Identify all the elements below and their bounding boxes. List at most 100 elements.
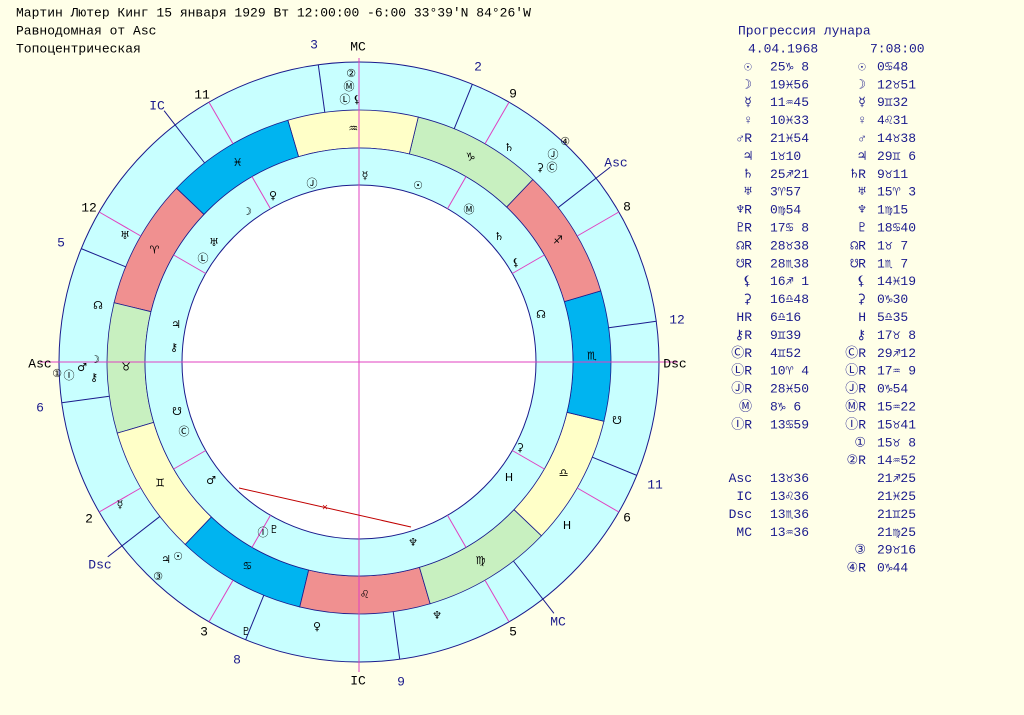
position-value: 29♉16 [877,543,916,558]
position-value: 11♒45 [770,95,809,110]
aspect-mark: × [322,504,328,515]
natal-planet: ⚷ [170,341,178,354]
position-value: 4♊52 [770,346,801,361]
position-value: 21♓25 [877,489,916,504]
progressed-house-number: 6 [36,400,44,415]
progressed-planet: Ⓛ [340,93,351,106]
house-number: 3 [200,624,208,639]
progressed-planet: ☿ [117,498,124,511]
progressed-planet: Ⓒ [547,161,558,174]
progressed-house-number: 11 [647,477,663,492]
house-cusp [98,487,142,513]
axis-label: Dsc [663,356,686,371]
natal-planet: ♂ [206,474,216,487]
position-value: 10♓33 [770,113,809,128]
position-value: 9♉11 [877,167,908,182]
position-value: 29♐12 [877,346,916,361]
house-cusp [208,101,234,145]
position-value: 15♉41 [877,417,916,432]
position-value: 17♉ 8 [877,328,916,343]
position-value: 13♉36 [770,471,809,486]
natal-planet: Ⓛ [198,252,209,265]
progressed-planet: ☊ [93,299,103,312]
progressed-house-number: 8 [233,652,241,667]
position-value: 1♉ 7 [877,238,908,253]
position-value: 15♈ 3 [877,185,916,200]
point-symbol: HR [736,310,752,325]
house-cusp [208,579,234,623]
point-symbol: ☽ [858,77,866,92]
point-symbol: ♆R [736,203,752,218]
position-value: 25♐21 [770,167,809,182]
point-symbol: ⚸ [742,274,752,289]
progressed-planet: H [563,519,571,532]
progressed-axis-label: Asc [604,155,627,170]
point-symbol: ⒾR [731,417,752,432]
point-symbol: ☋R [736,256,752,271]
natal-planet: ☊ [536,308,546,321]
position-value: 15♒22 [877,400,916,415]
progressed-planet: Ⓜ [344,80,355,93]
position-value: 21♍25 [877,525,916,540]
point-symbol: Dsc [729,507,752,522]
point-symbol: ♄ [744,167,752,182]
position-value: 1♍15 [877,203,908,218]
point-symbol: ⒿR [845,382,866,397]
zodiac-sign: ♉ [121,361,131,374]
progressed-house-cusp [61,395,110,404]
progressed-planet: ② [346,67,356,80]
position-value: 3♈57 [770,185,801,200]
natal-planet: ♆ [408,536,418,549]
position-value: 9♊39 [770,328,801,343]
point-symbol: ♂ [858,131,866,146]
point-symbol: ♂R [736,131,752,146]
natal-planet: ⚳ [516,441,524,454]
point-symbol: ♅ [744,185,752,200]
position-value: 29♊ 6 [877,149,916,164]
axis-label: Asc [28,356,51,371]
header-line: Равнодомная от Asc [16,23,156,38]
natal-planet: ♄ [494,230,504,243]
progressed-planet: ♀ [313,620,321,633]
point-symbol: ⚷R [735,328,753,343]
zodiac-sign: ♌ [360,588,370,601]
position-value: 6♎16 [770,310,801,325]
house-cusp [512,450,545,470]
position-value: 21♊25 [877,507,916,522]
point-symbol: ☉ [858,59,866,74]
natal-planet: Ⓒ [179,425,190,438]
point-symbol: ⚳ [742,292,752,307]
natal-planet: H [505,471,513,484]
panel-date: 4.04.1968 [748,41,818,56]
natal-planet: ⚸ [512,256,520,269]
progressed-planet: ♃ [161,553,171,566]
point-symbol: ③ [854,543,866,558]
progressed-axis-label: MC [550,614,566,629]
position-value: 13♒36 [770,525,809,540]
point-symbol: ⒸR [845,346,866,361]
point-symbol: ♇R [736,221,752,236]
progressed-house-number: 5 [57,235,65,250]
zodiac-sign: ♓ [233,156,243,169]
point-symbol: ④R [847,561,867,576]
progressed-house-cusp [245,595,265,640]
progressed-axis-label: IC [149,98,165,113]
house-cusp [484,579,510,623]
position-value: 21♐25 [877,471,916,486]
position-value: 17♋ 8 [770,221,809,236]
progressed-planet: ③ [153,570,163,583]
zodiac-sign: ♈ [149,243,159,256]
house-cusp [484,101,510,145]
position-value: 0♑30 [877,292,908,307]
natal-planet: ☽ [242,205,252,218]
point-symbol: H [858,310,866,325]
position-value: 1♏ 7 [877,256,908,271]
progressed-planet: Ⓘ [64,369,75,382]
house-number: 9 [509,86,517,101]
progressed-planet: ♄ [504,141,514,154]
zodiac-sign: ♍ [475,554,485,567]
point-symbol: ⚸ [856,274,866,289]
point-symbol: ⓂR [845,400,866,415]
point-symbol: ⚷ [856,328,866,343]
point-symbol: ☊R [850,238,866,253]
